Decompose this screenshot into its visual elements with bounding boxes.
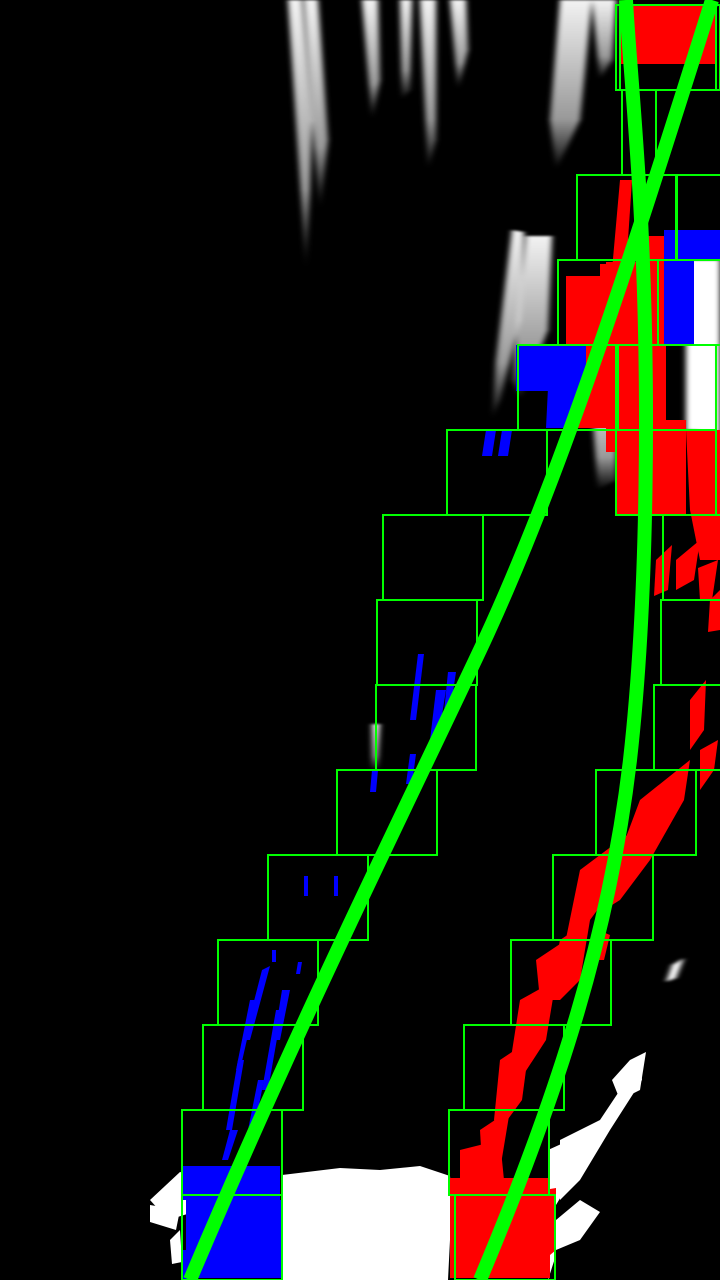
right-search-windows [448, 4, 720, 1280]
right-window [675, 174, 720, 261]
left-window [382, 514, 484, 601]
right-window [615, 4, 717, 91]
right-window [595, 769, 697, 856]
fitted-lane-curves [183, 0, 719, 1280]
right-lane-fit-curve [473, 0, 653, 1280]
